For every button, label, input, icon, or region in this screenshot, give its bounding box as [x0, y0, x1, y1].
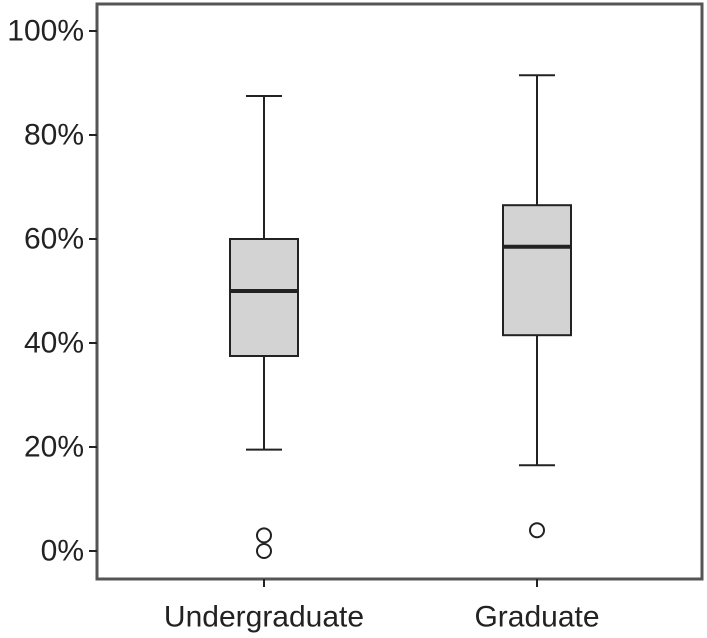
y-tick-label-20: 20%	[24, 431, 84, 464]
outlier-point-graduate-0	[529, 522, 545, 539]
y-axis: 0% 20% 40% 60% 80% 100%	[7, 15, 97, 568]
y-tick-label-80: 80%	[24, 119, 84, 152]
x-category-label-graduate: Graduate	[474, 601, 599, 634]
x-axis: Undergraduate Graduate	[164, 579, 600, 634]
iqr-box-graduate	[502, 204, 572, 337]
iqr-box-undergraduate	[229, 238, 299, 357]
box-undergraduate	[229, 95, 299, 559]
outlier-point-undergraduate-1	[256, 527, 272, 544]
plot-frame	[95, 2, 704, 581]
box-series	[229, 74, 572, 559]
outlier-point-undergraduate-0	[256, 543, 272, 559]
x-category-label-undergraduate: Undergraduate	[164, 601, 364, 634]
y-tick-label-100: 100%	[7, 15, 84, 48]
box-graduate	[502, 74, 572, 539]
y-tick-label-40: 40%	[24, 327, 84, 360]
y-tick-label-0: 0%	[41, 535, 84, 568]
y-tick-label-60: 60%	[24, 223, 84, 256]
